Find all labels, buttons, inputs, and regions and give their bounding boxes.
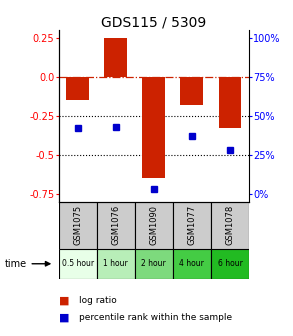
Bar	[211, 249, 249, 279]
Bar	[97, 249, 135, 279]
Bar	[104, 38, 127, 77]
Text: 1 hour: 1 hour	[103, 259, 128, 268]
Bar	[59, 202, 97, 249]
Bar	[59, 249, 97, 279]
Text: GSM1075: GSM1075	[73, 205, 82, 245]
Text: 6 hour: 6 hour	[218, 259, 242, 268]
Bar	[142, 77, 165, 178]
Text: GSM1090: GSM1090	[149, 205, 158, 245]
Text: log ratio: log ratio	[79, 296, 117, 305]
Bar	[173, 249, 211, 279]
Text: 2 hour: 2 hour	[142, 259, 166, 268]
Bar	[211, 202, 249, 249]
Title: GDS115 / 5309: GDS115 / 5309	[101, 15, 207, 29]
Text: GSM1078: GSM1078	[226, 205, 234, 245]
Text: ■: ■	[59, 312, 69, 323]
Bar	[180, 77, 203, 105]
Bar	[135, 249, 173, 279]
Bar	[97, 202, 135, 249]
Bar	[219, 77, 241, 128]
Text: 4 hour: 4 hour	[180, 259, 204, 268]
Text: 0.5 hour: 0.5 hour	[62, 259, 94, 268]
Text: percentile rank within the sample: percentile rank within the sample	[79, 313, 232, 322]
Bar	[66, 77, 89, 100]
Text: ■: ■	[59, 296, 69, 306]
Bar	[135, 202, 173, 249]
Text: time: time	[4, 259, 27, 269]
Bar	[173, 202, 211, 249]
Text: GSM1076: GSM1076	[111, 205, 120, 245]
Text: GSM1077: GSM1077	[188, 205, 196, 245]
